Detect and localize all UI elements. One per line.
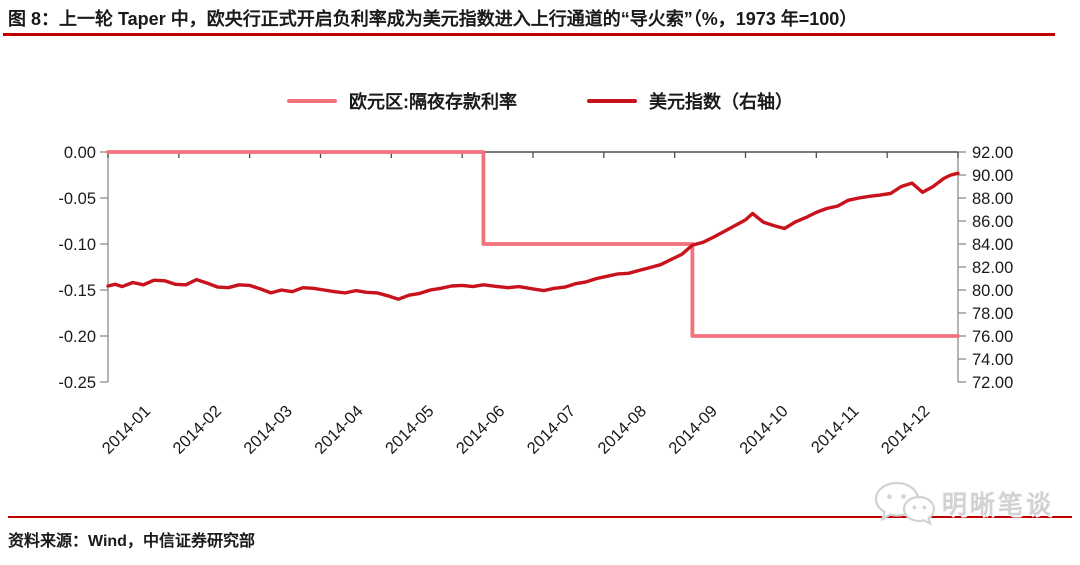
footer-rule (8, 516, 1072, 518)
series-ecb-rate-line (106, 150, 960, 338)
figure-title: 图 8：上一轮 Taper 中，欧央行正式开启负利率成为美元指数进入上行通道的“… (8, 9, 858, 29)
left-axis-tick-label: -0.10 (58, 236, 96, 254)
x-axis-tick-label: 2014-12 (878, 402, 934, 458)
legend-item-ecb-rate: 欧元区:隔夜存款利率 (287, 88, 517, 114)
left-axis-tick-label: 0.00 (64, 144, 96, 162)
legend-line-swatch-pink (287, 99, 337, 103)
legend-label-usd-index: 美元指数（右轴） (649, 92, 793, 112)
right-axis-tick-label: 90.00 (972, 167, 1013, 185)
right-axis-tick-label: 76.00 (972, 328, 1013, 346)
x-axis-tick-label: 2014-05 (382, 402, 438, 458)
x-axis-tick-label: 2014-01 (99, 402, 155, 458)
x-axis-tick-label: 2014-03 (240, 402, 296, 458)
x-axis-tick-label: 2014-07 (524, 402, 580, 458)
right-axis-tick-label: 74.00 (972, 351, 1013, 369)
x-axis-tick-label: 2014-11 (808, 402, 863, 457)
x-axis-tick-label: 2014-02 (170, 402, 226, 458)
chart-legend: 欧元区:隔夜存款利率 美元指数（右轴） (0, 88, 1080, 114)
left-axis-tick-label: -0.25 (58, 374, 96, 392)
series-usd-index-line (106, 171, 960, 301)
legend-line-swatch-dark-red (587, 99, 637, 103)
x-axis-tick-label: 2014-04 (311, 402, 367, 458)
right-axis-tick-label: 72.00 (972, 374, 1013, 392)
wechat-icon (874, 481, 936, 526)
right-axis-tick-label: 86.00 (972, 213, 1013, 231)
x-axis-tick-label: 2014-09 (665, 402, 721, 458)
left-axis-tick-label: -0.15 (58, 282, 96, 300)
source-note: 资料来源：Wind，中信证券研究部 (8, 533, 255, 550)
x-axis-tick-label: 2014-10 (736, 402, 792, 458)
left-axis-tick-label: -0.20 (58, 328, 96, 346)
legend-item-usd-index: 美元指数（右轴） (587, 88, 793, 114)
x-axis-tick-label: 2014-08 (595, 402, 651, 458)
left-axis-tick-label: -0.05 (58, 190, 96, 208)
right-axis-tick-label: 82.00 (972, 259, 1013, 277)
watermark: 明晰笔谈 (872, 480, 1054, 526)
right-axis-tick-label: 92.00 (972, 144, 1013, 162)
right-axis-tick-label: 78.00 (972, 305, 1013, 323)
title-underline (3, 33, 1055, 36)
legend-label-ecb-rate: 欧元区:隔夜存款利率 (349, 92, 517, 112)
right-axis-tick-label: 84.00 (972, 236, 1013, 254)
right-axis-tick-label: 88.00 (972, 190, 1013, 208)
x-axis-tick-label: 2014-06 (453, 402, 509, 458)
right-axis-tick-label: 80.00 (972, 282, 1013, 300)
watermark-text: 明晰笔谈 (942, 491, 1055, 519)
